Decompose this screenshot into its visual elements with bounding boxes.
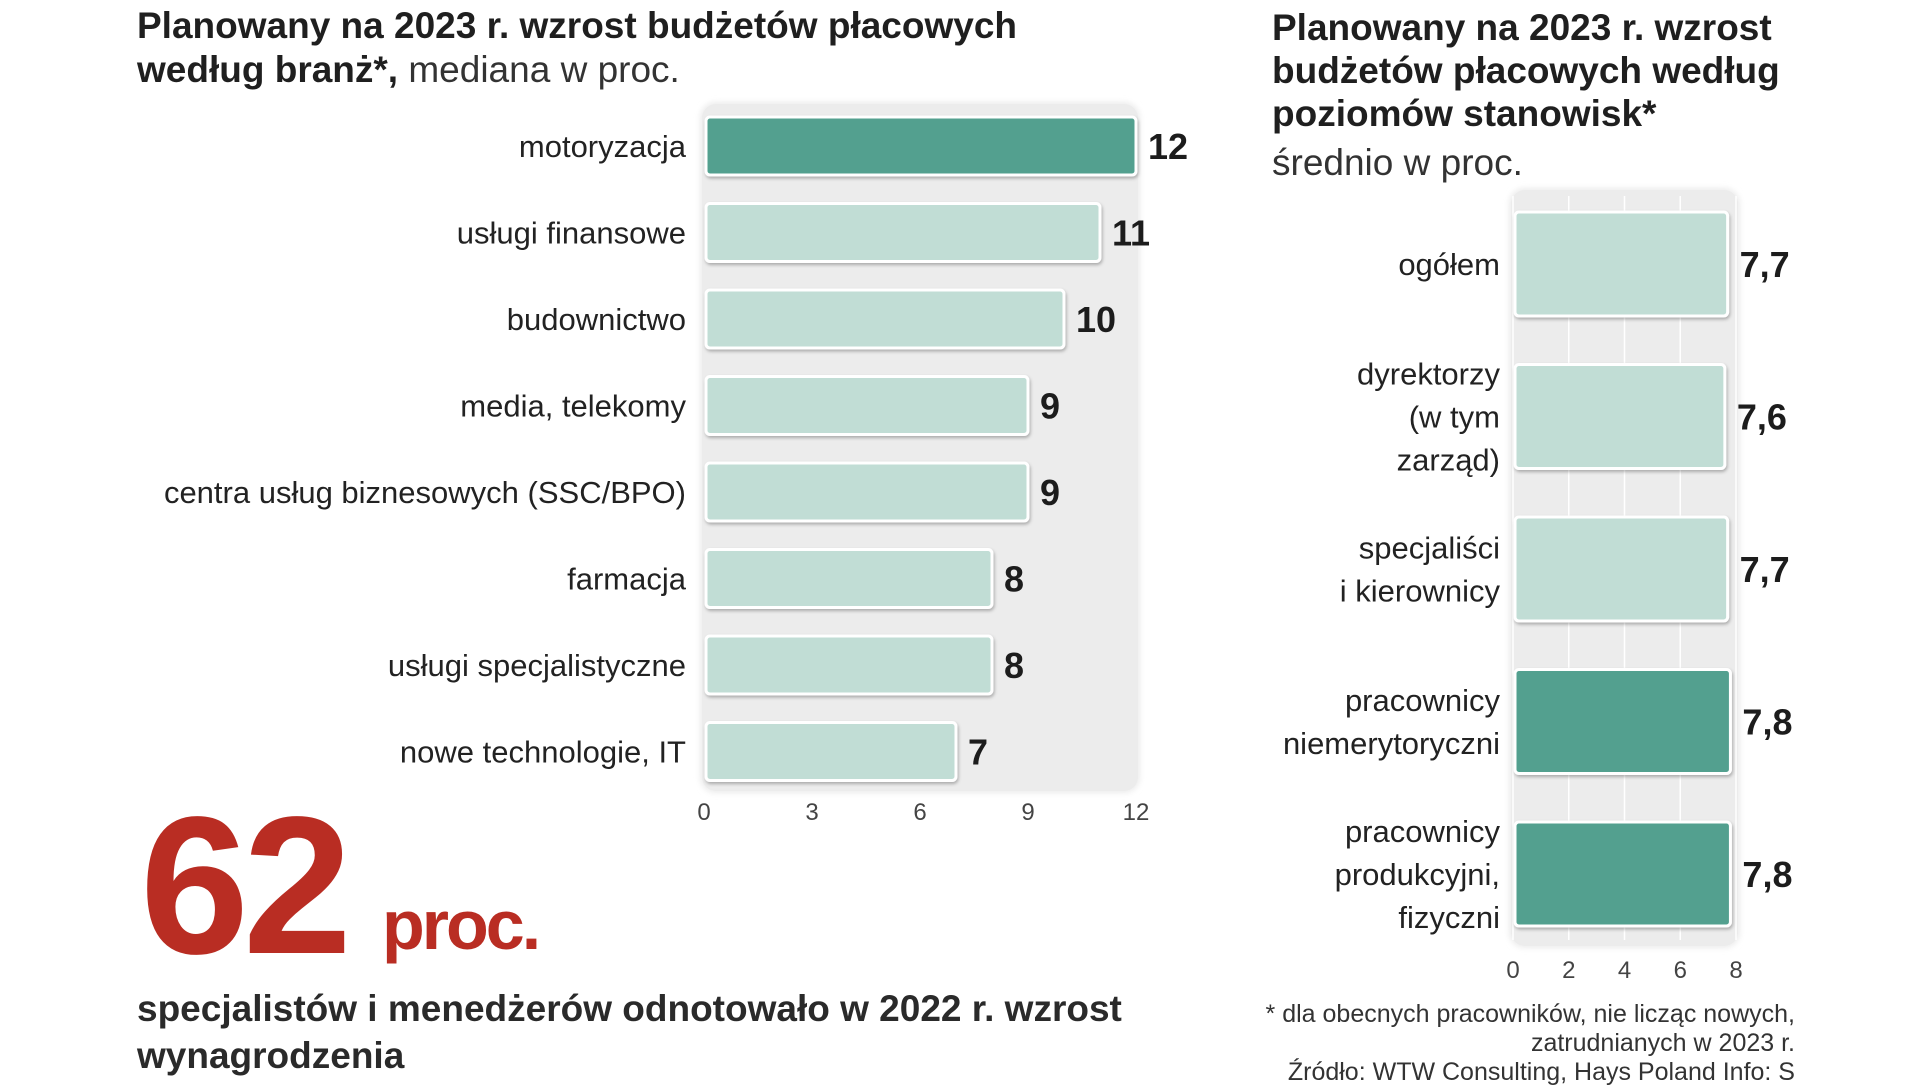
position-bar [1513, 363, 1727, 470]
industry-tick-label: 0 [697, 799, 710, 826]
industry-category-label: budownictwo [507, 302, 686, 337]
industry-bar [704, 115, 1138, 177]
position-value-label: 7,8 [1742, 854, 1792, 895]
footnote-line-2: zatrudnianych w 2023 r. [1530, 1029, 1795, 1057]
left-chart-title-unit: mediana w proc. [398, 49, 680, 90]
industry-bar [704, 634, 994, 696]
position-bar [1513, 210, 1730, 318]
position-tick-label: 8 [1729, 957, 1742, 984]
industry-bar [704, 202, 1102, 263]
position-category-label: dyrektorzy [1357, 357, 1500, 392]
footnote-line-1: * dla obecnych pracowników, nie licząc n… [1265, 1000, 1795, 1028]
industry-bar [704, 288, 1066, 350]
industry-category-label: centra usług biznesowych (SSC/BPO) [164, 475, 686, 510]
industry-value-label: 9 [1040, 386, 1060, 427]
industry-category-label: nowe technologie, IT [400, 735, 686, 770]
industry-tick-label: 9 [1021, 799, 1034, 826]
industry-tick-label: 6 [913, 799, 926, 826]
industry-category-label: motoryzacja [519, 129, 687, 164]
industry-category-label: media, telekomy [460, 389, 686, 424]
industry-value-label: 7 [968, 732, 988, 773]
position-bar [1513, 820, 1732, 928]
industry-category-label: usługi specjalistyczne [388, 648, 686, 683]
industry-plot-area [702, 104, 1138, 791]
footnote-source: Źródło: WTW Consulting, Hays Poland Info… [1287, 1058, 1795, 1086]
right-chart-title-bold: Planowany na 2023 r. wzrost budżetów pła… [1272, 7, 1780, 134]
position-category-label: ogółem [1398, 247, 1500, 282]
industry-tick-label: 3 [805, 799, 818, 826]
position-value-label: 7,7 [1740, 549, 1790, 590]
right-chart-title-unit: średnio w proc. [1272, 142, 1523, 183]
position-level-bar-chart: 7,7 ogółem 7,6 dyrektorzy (w tym zarząd) 7,7 sp… [1283, 188, 1792, 984]
position-tick-label: 4 [1618, 957, 1631, 984]
industry-bar [704, 721, 958, 782]
position-tick-label: 2 [1562, 957, 1575, 984]
position-category-label: pracownicy [1345, 683, 1501, 718]
position-value-label: 7,7 [1740, 244, 1790, 285]
position-category-label: i kierownicy [1340, 574, 1501, 609]
position-tick-label: 6 [1674, 957, 1687, 984]
highlight-number: 62 [140, 776, 352, 995]
position-bar [1513, 668, 1732, 775]
industry-value-label: 9 [1040, 472, 1060, 513]
industry-value-label: 8 [1004, 645, 1024, 686]
position-value-label: 7,6 [1737, 397, 1787, 438]
industry-bar [704, 461, 1030, 523]
left-chart-title: Planowany na 2023 r. wzrost budżetów pła… [137, 4, 1097, 92]
industry-category-label: farmacja [567, 562, 687, 597]
industry-bar [704, 548, 994, 609]
position-category-label: specjaliści [1359, 531, 1500, 566]
industry-value-label: 12 [1148, 126, 1188, 167]
industry-bar-chart: 12 motoryzacja 11 usługi finansowe 10 budowni… [164, 102, 1188, 826]
highlight-description: specjalistów i menedżerów odnotowało w 2… [137, 988, 1122, 1076]
industry-value-label: 8 [1004, 559, 1024, 600]
position-category-label: fizyczni [1398, 900, 1500, 935]
right-chart-title: Planowany na 2023 r. wzrost budżetów pła… [1272, 6, 1832, 184]
position-category-label: niemerytoryczni [1283, 726, 1500, 761]
industry-value-label: 11 [1112, 213, 1150, 254]
left-chart-title-bold: Planowany na 2023 r. wzrost budżetów pła… [137, 5, 1018, 90]
industry-bar [704, 375, 1030, 436]
industry-tick-label: 12 [1123, 799, 1150, 826]
position-category-label: zarząd) [1397, 443, 1500, 478]
footnote: * dla obecnych pracowników, nie licząc n… [1240, 1000, 1795, 1087]
industry-category-label: usługi finansowe [457, 216, 686, 251]
position-tick-label: 0 [1506, 957, 1519, 984]
industry-value-label: 10 [1076, 299, 1116, 340]
position-category-label: (w tym [1409, 400, 1500, 435]
position-value-label: 7,8 [1742, 702, 1792, 743]
highlight-unit: proc. [382, 886, 541, 964]
position-category-label: pracownicy [1345, 814, 1501, 849]
position-category-label: produkcyjni, [1335, 857, 1500, 892]
position-bar [1513, 515, 1730, 623]
